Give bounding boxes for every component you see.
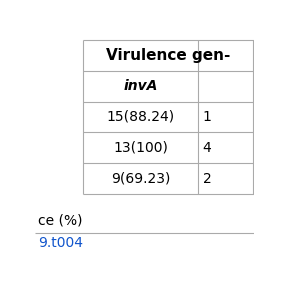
Text: Virulence gen-: Virulence gen-: [106, 48, 231, 63]
Text: 9(69.23): 9(69.23): [111, 172, 170, 186]
Text: 4: 4: [203, 141, 212, 155]
Text: 9.t004: 9.t004: [38, 236, 83, 250]
Text: ce (%): ce (%): [38, 213, 83, 227]
Text: 2: 2: [203, 172, 212, 186]
Text: 1: 1: [203, 110, 212, 124]
Text: 13(100): 13(100): [113, 141, 168, 155]
Text: invA: invA: [124, 79, 158, 93]
Text: 15(88.24): 15(88.24): [107, 110, 175, 124]
